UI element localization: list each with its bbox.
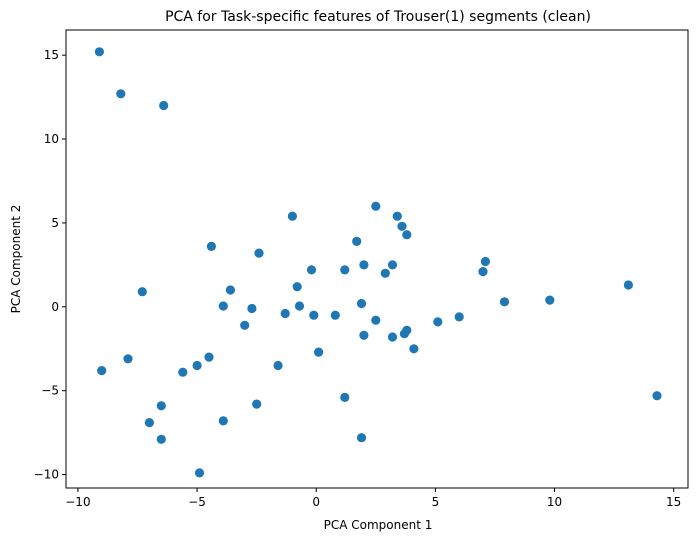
- y-tick-label: 15: [44, 48, 59, 62]
- points-layer: [94, 47, 662, 478]
- x-tick-label: 15: [666, 495, 681, 509]
- data-point-34: [356, 433, 367, 443]
- data-point-2: [159, 100, 169, 111]
- data-point-24: [292, 282, 302, 292]
- chart-title: PCA for Task-specific features of Trouse…: [165, 9, 591, 25]
- data-point-28: [314, 347, 324, 357]
- y-tick-label: 0: [51, 300, 59, 314]
- x-tick-label: −10: [65, 495, 90, 509]
- data-point-27: [309, 310, 319, 320]
- data-point-23: [287, 211, 297, 221]
- data-point-7: [156, 401, 166, 411]
- data-point-0: [94, 47, 104, 57]
- data-point-16: [225, 285, 235, 295]
- data-point-54: [623, 280, 634, 290]
- data-point-14: [218, 301, 228, 311]
- data-point-47: [409, 344, 419, 354]
- y-axis-label: PCA Component 2: [9, 205, 23, 314]
- y-tick-label: 10: [44, 132, 59, 146]
- data-point-22: [280, 308, 290, 319]
- data-point-18: [247, 303, 257, 314]
- data-point-9: [178, 367, 188, 377]
- x-axis-label: PCA Component 1: [324, 518, 433, 532]
- data-point-37: [371, 201, 381, 211]
- plot-frame: [65, 29, 689, 489]
- data-point-13: [206, 241, 216, 251]
- data-point-41: [387, 332, 398, 342]
- y-tick-label: −10: [34, 468, 59, 482]
- data-point-52: [499, 297, 510, 307]
- data-point-46: [402, 325, 412, 335]
- data-point-51: [480, 256, 490, 267]
- data-point-35: [359, 330, 369, 340]
- data-point-15: [218, 416, 228, 426]
- data-point-6: [144, 418, 154, 428]
- data-point-30: [340, 265, 350, 275]
- data-point-11: [194, 468, 205, 478]
- data-point-12: [204, 352, 214, 362]
- y-axis: −10 −5 0 5 10 15: [34, 48, 66, 482]
- x-tick-label: 5: [432, 495, 440, 509]
- data-point-49: [454, 312, 464, 322]
- data-point-25: [294, 301, 305, 311]
- data-point-1: [116, 89, 126, 99]
- data-point-5: [137, 287, 147, 297]
- data-point-39: [380, 268, 390, 278]
- y-tick-label: 5: [51, 216, 59, 230]
- data-point-26: [306, 265, 317, 275]
- data-point-17: [240, 320, 250, 330]
- data-point-33: [356, 298, 367, 309]
- data-point-8: [156, 434, 166, 444]
- data-point-50: [478, 267, 488, 277]
- data-point-4: [123, 354, 133, 364]
- x-tick-label: 0: [312, 495, 320, 509]
- data-point-20: [254, 248, 264, 258]
- data-point-43: [397, 221, 407, 231]
- data-point-21: [273, 360, 283, 371]
- data-point-55: [652, 391, 662, 401]
- x-tick-label: 10: [547, 495, 562, 509]
- data-point-45: [402, 230, 412, 240]
- data-point-31: [340, 392, 350, 402]
- data-point-3: [97, 366, 107, 376]
- y-tick-label: −5: [41, 384, 59, 398]
- x-axis: −10 −5 0 5 10 15: [65, 488, 681, 509]
- x-tick-label: −5: [188, 495, 206, 509]
- data-point-10: [192, 360, 202, 371]
- data-point-40: [387, 260, 398, 270]
- data-point-19: [252, 399, 262, 409]
- data-point-32: [352, 236, 362, 246]
- data-point-36: [359, 260, 369, 270]
- data-point-38: [371, 315, 381, 325]
- data-point-48: [433, 317, 443, 327]
- data-point-53: [545, 295, 555, 305]
- data-point-42: [392, 211, 402, 221]
- data-point-29: [330, 310, 340, 320]
